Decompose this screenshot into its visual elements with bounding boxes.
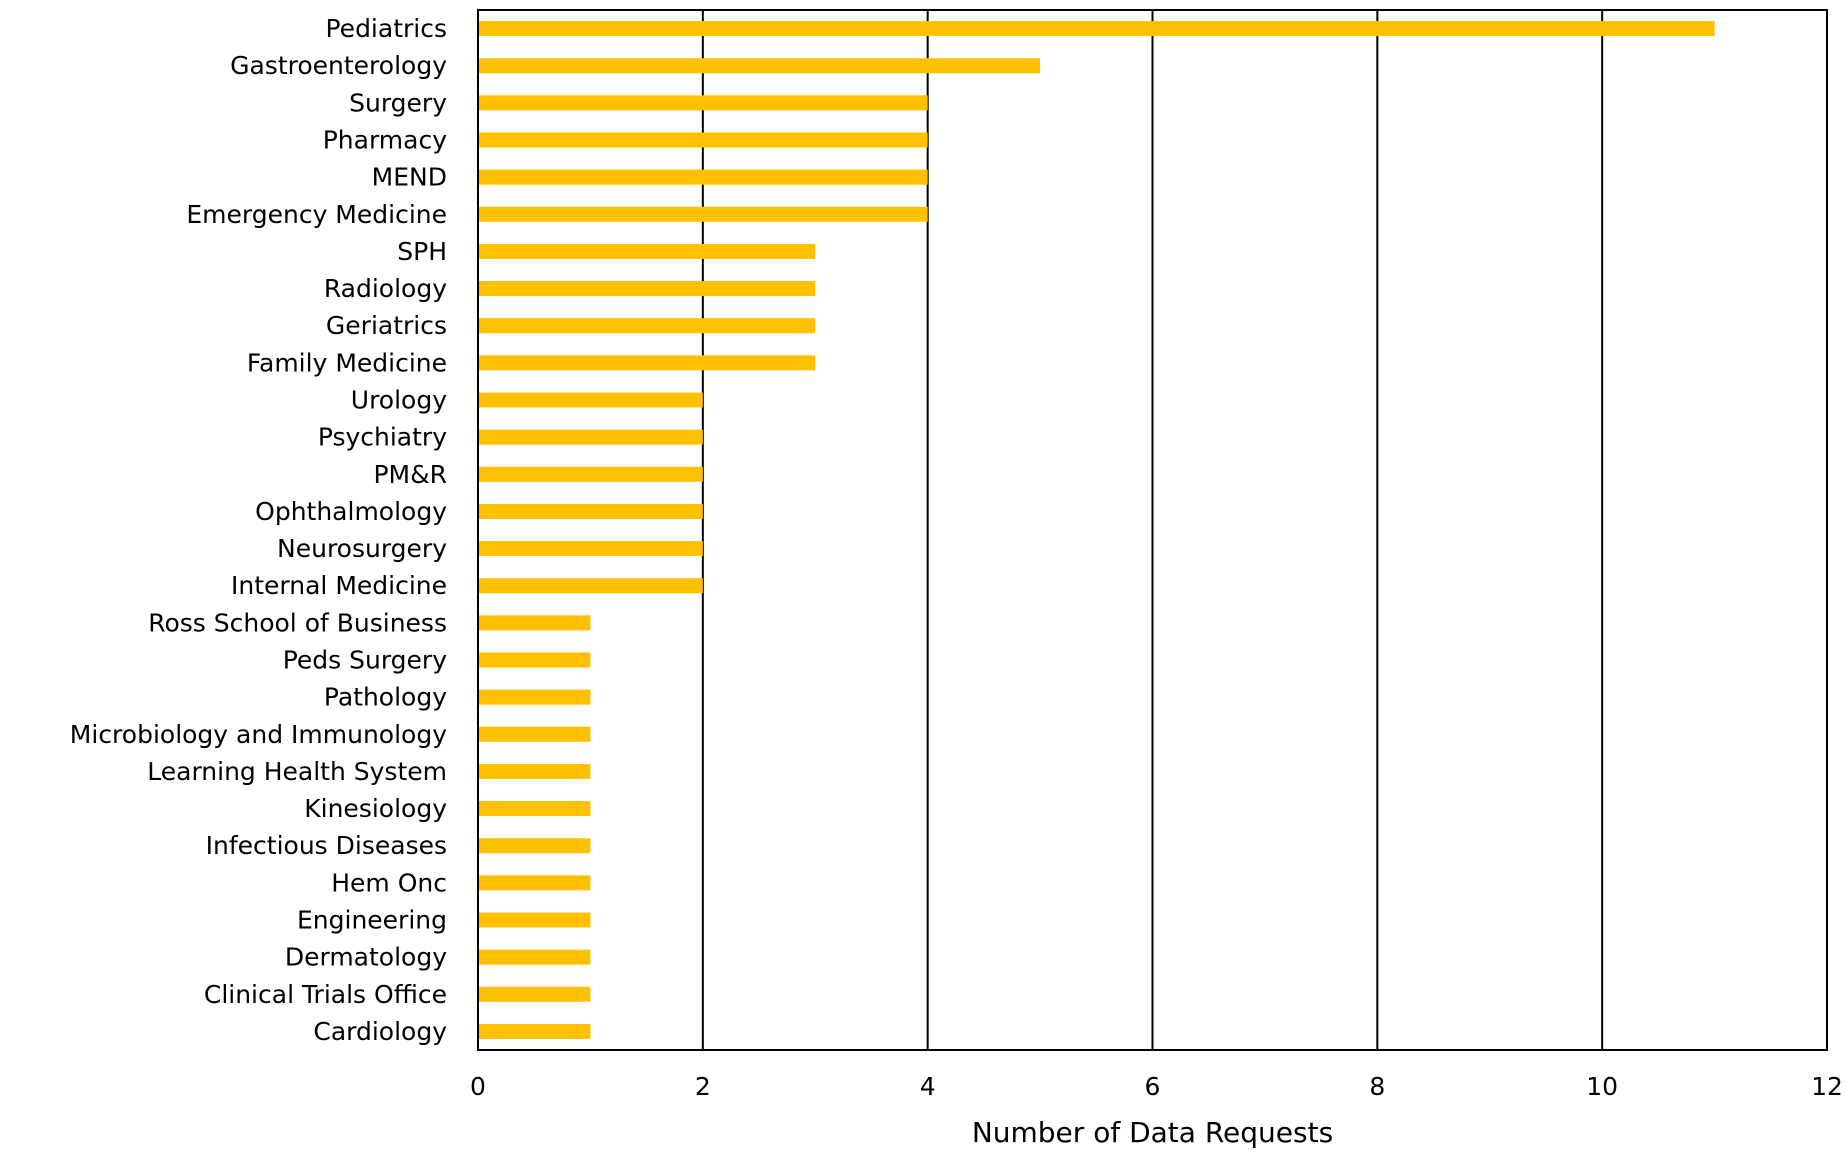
category-label: Urology [351, 386, 447, 415]
bar-cardiology [479, 1023, 591, 1039]
category-label: Engineering [297, 906, 447, 935]
x-tick-label: 2 [695, 1072, 711, 1101]
category-label: Ross School of Business [148, 608, 447, 637]
x-tick-label: 8 [1369, 1072, 1385, 1101]
category-label: SPH [397, 237, 447, 266]
bar-learning-health-system [479, 763, 591, 779]
category-label: Ophthalmology [255, 497, 447, 526]
bar-ross-school-of-business [479, 615, 591, 631]
bar-pathology [479, 689, 591, 705]
x-tick-label: 10 [1586, 1072, 1618, 1101]
category-label: Dermatology [285, 943, 447, 972]
category-label: Gastroenterology [230, 51, 447, 80]
bar-psychiatry [479, 429, 703, 445]
category-label: Hem Onc [331, 868, 447, 897]
bar-hem-onc [479, 875, 591, 891]
bar-surgery [479, 95, 928, 111]
bar-clinical-trials-office [479, 986, 591, 1002]
category-label: Peds Surgery [283, 646, 447, 675]
x-tick-label: 0 [470, 1072, 486, 1101]
bar-engineering [479, 912, 591, 928]
bar-dermatology [479, 949, 591, 965]
bars [479, 21, 1715, 1039]
bar-family-medicine [479, 355, 816, 371]
bar-kinesiology [479, 801, 591, 817]
category-label: Infectious Diseases [206, 831, 447, 860]
bar-urology [479, 392, 703, 408]
category-label: Clinical Trials Office [204, 980, 447, 1009]
category-label: Radiology [324, 274, 447, 303]
category-label: Cardiology [313, 1017, 447, 1046]
bar-sph [479, 243, 816, 259]
category-label: Geriatrics [326, 311, 447, 340]
category-label: Neurosurgery [277, 534, 447, 563]
bar-ophthalmology [479, 503, 703, 519]
category-label: MEND [372, 163, 447, 192]
bar-emergency-medicine [479, 206, 928, 222]
bar-peds-surgery [479, 652, 591, 668]
bar-mend [479, 169, 928, 185]
bar-radiology [479, 281, 816, 297]
bar-pharmacy [479, 132, 928, 148]
bar-neurosurgery [479, 541, 703, 557]
category-label: Pediatrics [326, 14, 448, 43]
category-label: Microbiology and Immunology [70, 720, 447, 749]
category-label: Family Medicine [247, 348, 447, 377]
x-axis-title: Number of Data Requests [972, 1116, 1333, 1149]
bar-gastroenterology [479, 58, 1041, 74]
bar-geriatrics [479, 318, 816, 334]
gridlines [701, 10, 1604, 1050]
category-label: Emergency Medicine [186, 200, 447, 229]
x-tick-labels: 0 2 4 6 8 10 12 [470, 1072, 1843, 1101]
category-label: Kinesiology [304, 794, 447, 823]
x-tick-label: 4 [920, 1072, 936, 1101]
bar-internal-medicine [479, 578, 703, 594]
bar-pm-r [479, 466, 703, 482]
category-label: Internal Medicine [231, 571, 447, 600]
category-label: Pathology [324, 683, 447, 712]
plot-frame [477, 9, 1828, 1051]
category-label: Psychiatry [318, 423, 447, 452]
category-labels: Pediatrics Gastroenterology Surgery Pharmac… [70, 14, 447, 1046]
category-label: Learning Health System [147, 757, 447, 786]
bar-microbiology-and-immunology [479, 726, 591, 742]
bar-pediatrics [479, 21, 1715, 37]
x-tick-label: 12 [1811, 1072, 1843, 1101]
category-label: Pharmacy [323, 126, 447, 155]
bar-infectious-diseases [479, 838, 591, 854]
x-tick-label: 6 [1145, 1072, 1161, 1101]
category-label: PM&R [373, 460, 447, 489]
category-label: Surgery [349, 88, 447, 117]
